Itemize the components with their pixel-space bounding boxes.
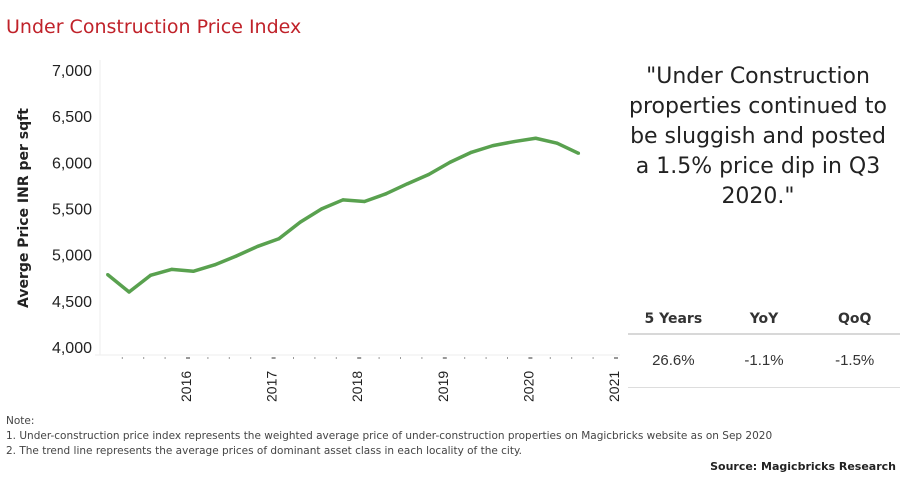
header-5-years: 5 Years [644,311,703,327]
notes: Note: 1. Under-construction price index … [6,414,772,459]
data-point [362,199,367,204]
y-tick-label: 4,000 [52,340,92,357]
value-qoq: -1.5% [835,352,875,369]
x-tick-label: 2017 [264,371,280,402]
data-point [320,207,324,211]
data-point [191,269,195,273]
x-tick-label: 2020 [520,371,536,402]
y-tick-label: 5,500 [52,202,92,219]
page-title: Under Construction Price Index [6,16,302,38]
price-index-chart: 4,000 4,500 5,000 5,500 6,000 6,500 7,000 Averg… [16,60,620,402]
data-point [148,273,153,277]
data-point [234,254,238,258]
value-5-years: 26.6% [652,352,695,369]
data-point [576,151,581,155]
source-text: Source: Magicbricks Research [710,460,896,473]
x-tick-label: 2021 [606,371,620,402]
price-series-line [106,136,580,294]
stats-value-row: 26.6% -1.1% -1.5% [628,335,900,388]
data-point [427,172,431,177]
x-tick-label: 2019 [435,371,451,402]
y-tick-label: 7,000 [52,63,92,80]
data-point [512,139,516,144]
note-line-2: 2. The trend line represents the average… [6,445,523,457]
value-yoy: -1.1% [744,352,784,369]
data-point [405,182,409,186]
data-point [555,141,559,145]
data-point [491,144,495,148]
data-point [298,220,302,224]
y-tick-label: 6,500 [52,109,92,126]
note-line-1: 1. Under-construction price index repres… [6,430,773,442]
stats-header-row: 5 Years YoY QoQ [628,305,900,335]
y-axis-label: Averge Price INR per sqft [16,108,32,308]
x-tick-label: 2016 [178,371,194,402]
data-point [384,192,388,196]
x-tick-label: 2018 [349,371,365,402]
y-tick-label: 5,000 [52,248,92,265]
quote-text: "Under Construction properties continued… [629,64,887,209]
data-point [277,237,281,241]
data-point [341,198,345,202]
y-tick-label: 4,500 [52,294,92,311]
stats-table: 5 Years YoY QoQ 26.6% -1.1% -1.5% [628,305,900,388]
data-point [213,263,217,267]
data-point [469,150,474,154]
data-point [170,267,174,271]
y-tick-label: 6,000 [52,155,92,172]
header-yoy: YoY [749,311,779,327]
data-point [448,160,452,164]
data-point [534,136,538,140]
data-point [127,290,131,294]
data-point [106,273,110,277]
notes-heading: Note: [6,415,35,427]
header-qoq: QoQ [837,311,872,327]
data-point [255,244,260,249]
